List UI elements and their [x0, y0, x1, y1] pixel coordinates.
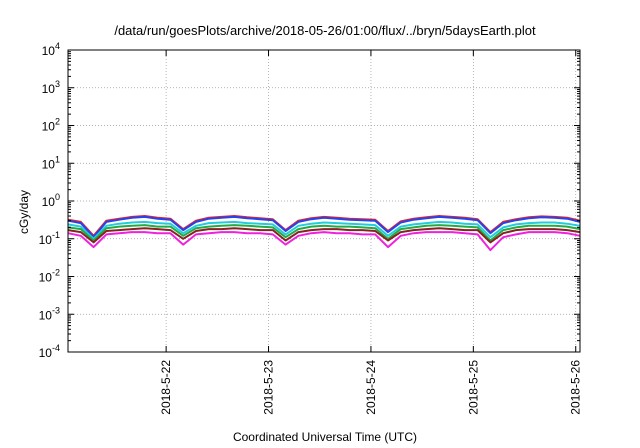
- series-line-2: [67, 215, 581, 239]
- x-tick-label: 2018-5-24: [364, 360, 378, 415]
- x-tick-label: 2018-5-22: [159, 360, 173, 415]
- y-tick-label: 104: [42, 41, 60, 58]
- grid-lines: [68, 50, 580, 352]
- series-line-6: [67, 231, 581, 252]
- y-axis-label: cGy/day: [17, 190, 31, 234]
- y-tick-label: 10-2: [39, 268, 60, 285]
- y-tick-label: 100: [42, 192, 60, 209]
- series-line-4: [67, 224, 581, 242]
- y-tick-label: 102: [42, 117, 60, 134]
- y-axis-ticks: 10-4 10-3 10-2 10-1 100 101 102 103 104: [39, 41, 580, 360]
- y-tick-label: 103: [42, 79, 60, 96]
- x-axis-label: Coordinated Universal Time (UTC): [233, 430, 417, 444]
- y-tick-label: 10-1: [39, 230, 60, 247]
- y-tick-label: 101: [42, 154, 60, 171]
- x-tick-label: 2018-5-23: [262, 360, 276, 415]
- chart-title: /data/run/goesPlots/archive/2018-05-26/0…: [114, 23, 536, 38]
- x-tick-label: 2018-5-25: [466, 360, 480, 415]
- x-tick-label: 2018-5-26: [569, 360, 583, 415]
- y-tick-label: 10-4: [39, 343, 60, 360]
- data-series: [67, 215, 581, 252]
- y-tick-label: 10-3: [39, 305, 60, 322]
- series-line-5: [67, 227, 581, 244]
- series-line-3: [67, 220, 581, 240]
- x-axis-ticks: 2018-5-22 2018-5-23 2018-5-24 2018-5-25 2018…: [159, 50, 583, 415]
